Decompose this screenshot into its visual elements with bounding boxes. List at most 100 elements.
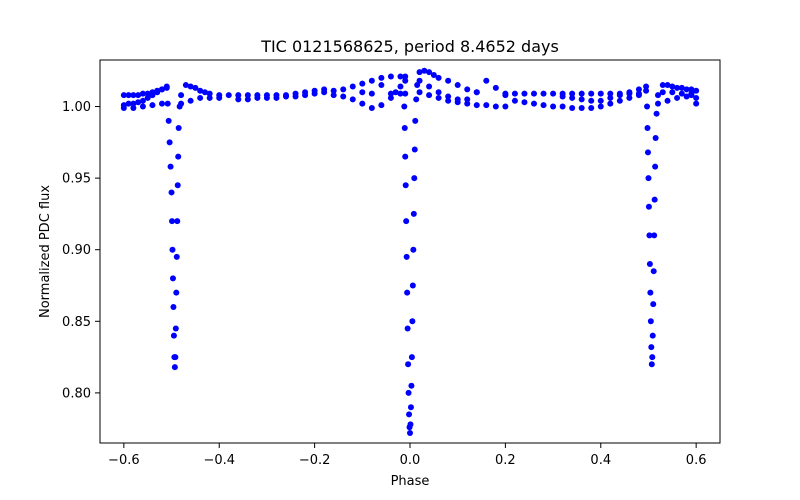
data-point: [646, 261, 653, 268]
data-point: [674, 84, 681, 91]
data-point: [597, 90, 604, 97]
data-point: [407, 429, 413, 436]
data-point: [616, 92, 623, 99]
data-point: [330, 87, 337, 94]
data-point: [206, 94, 213, 101]
data-point: [292, 90, 299, 97]
data-point: [139, 103, 146, 110]
data-point: [273, 94, 280, 101]
data-point: [130, 100, 137, 107]
data-point: [408, 354, 415, 361]
data-point: [693, 87, 700, 94]
data-point: [511, 90, 518, 97]
data-point: [139, 90, 146, 97]
data-point: [340, 93, 347, 100]
data-point: [607, 90, 614, 97]
data-point: [164, 100, 171, 107]
data-point: [531, 90, 537, 97]
y-axis-ticks: 0.80 0.85 0.90 0.95 1.00: [62, 100, 100, 401]
data-points: [120, 67, 700, 436]
data-point: [678, 90, 685, 97]
data-point: [244, 96, 251, 103]
x-tick-label: 0.0: [400, 453, 421, 468]
data-point: [664, 97, 671, 104]
data-point: [649, 332, 656, 339]
data-point: [644, 103, 651, 110]
data-point: [435, 94, 442, 101]
data-point: [187, 83, 194, 90]
data-point: [359, 89, 366, 96]
data-point: [445, 97, 452, 104]
data-point: [607, 100, 614, 107]
data-point: [402, 182, 409, 189]
data-point: [652, 163, 659, 170]
data-point: [407, 421, 414, 428]
data-point: [569, 104, 576, 111]
data-point: [588, 97, 595, 104]
data-point: [120, 104, 127, 111]
data-point: [404, 325, 411, 332]
data-point: [655, 92, 661, 99]
data-point: [349, 96, 356, 103]
data-point: [651, 232, 658, 239]
data-point: [645, 203, 652, 210]
data-point: [182, 82, 189, 89]
data-point: [235, 96, 242, 103]
data-point: [569, 94, 576, 101]
data-point: [135, 99, 142, 106]
data-point: [397, 90, 404, 97]
data-point: [569, 90, 576, 97]
data-point: [511, 97, 518, 104]
data-point: [166, 139, 173, 146]
data-point: [411, 175, 418, 182]
data-point: [651, 196, 658, 203]
data-point: [643, 87, 650, 94]
data-point: [167, 163, 174, 170]
data-point: [402, 90, 409, 97]
x-tick-label: −0.6: [108, 453, 140, 468]
data-point: [588, 104, 595, 111]
data-point: [340, 86, 347, 93]
data-point: [254, 94, 261, 101]
data-point: [368, 77, 375, 84]
data-point: [405, 361, 412, 368]
data-point: [173, 253, 180, 260]
data-point: [125, 92, 132, 99]
data-point: [235, 92, 242, 99]
data-point: [683, 93, 690, 100]
data-point: [655, 100, 661, 107]
data-point: [178, 92, 185, 99]
data-point: [445, 93, 452, 100]
data-point: [171, 364, 178, 371]
data-point: [409, 282, 416, 289]
y-tick-label: 1.00: [62, 100, 91, 115]
data-point: [531, 100, 537, 107]
data-point: [616, 97, 623, 104]
data-point: [302, 89, 309, 96]
data-point: [125, 100, 132, 107]
data-point: [540, 102, 547, 109]
data-point: [173, 289, 180, 296]
data-point: [402, 77, 409, 84]
data-point: [392, 89, 399, 96]
data-point: [648, 344, 655, 351]
data-point: [674, 94, 681, 101]
data-point: [404, 289, 411, 296]
data-point: [492, 84, 499, 91]
data-point: [130, 104, 137, 111]
data-point: [454, 82, 461, 89]
y-tick-label: 0.90: [62, 243, 91, 258]
data-point: [578, 90, 585, 97]
data-point: [378, 74, 385, 81]
data-point: [410, 246, 417, 253]
data-point: [283, 92, 289, 99]
x-tick-label: 0.6: [686, 453, 707, 468]
data-point: [387, 90, 394, 97]
data-point: [402, 73, 409, 80]
data-point: [435, 74, 442, 81]
data-point: [669, 83, 676, 90]
data-point: [643, 83, 650, 90]
data-point: [172, 354, 179, 361]
data-point: [144, 90, 151, 97]
data-point: [397, 73, 404, 80]
